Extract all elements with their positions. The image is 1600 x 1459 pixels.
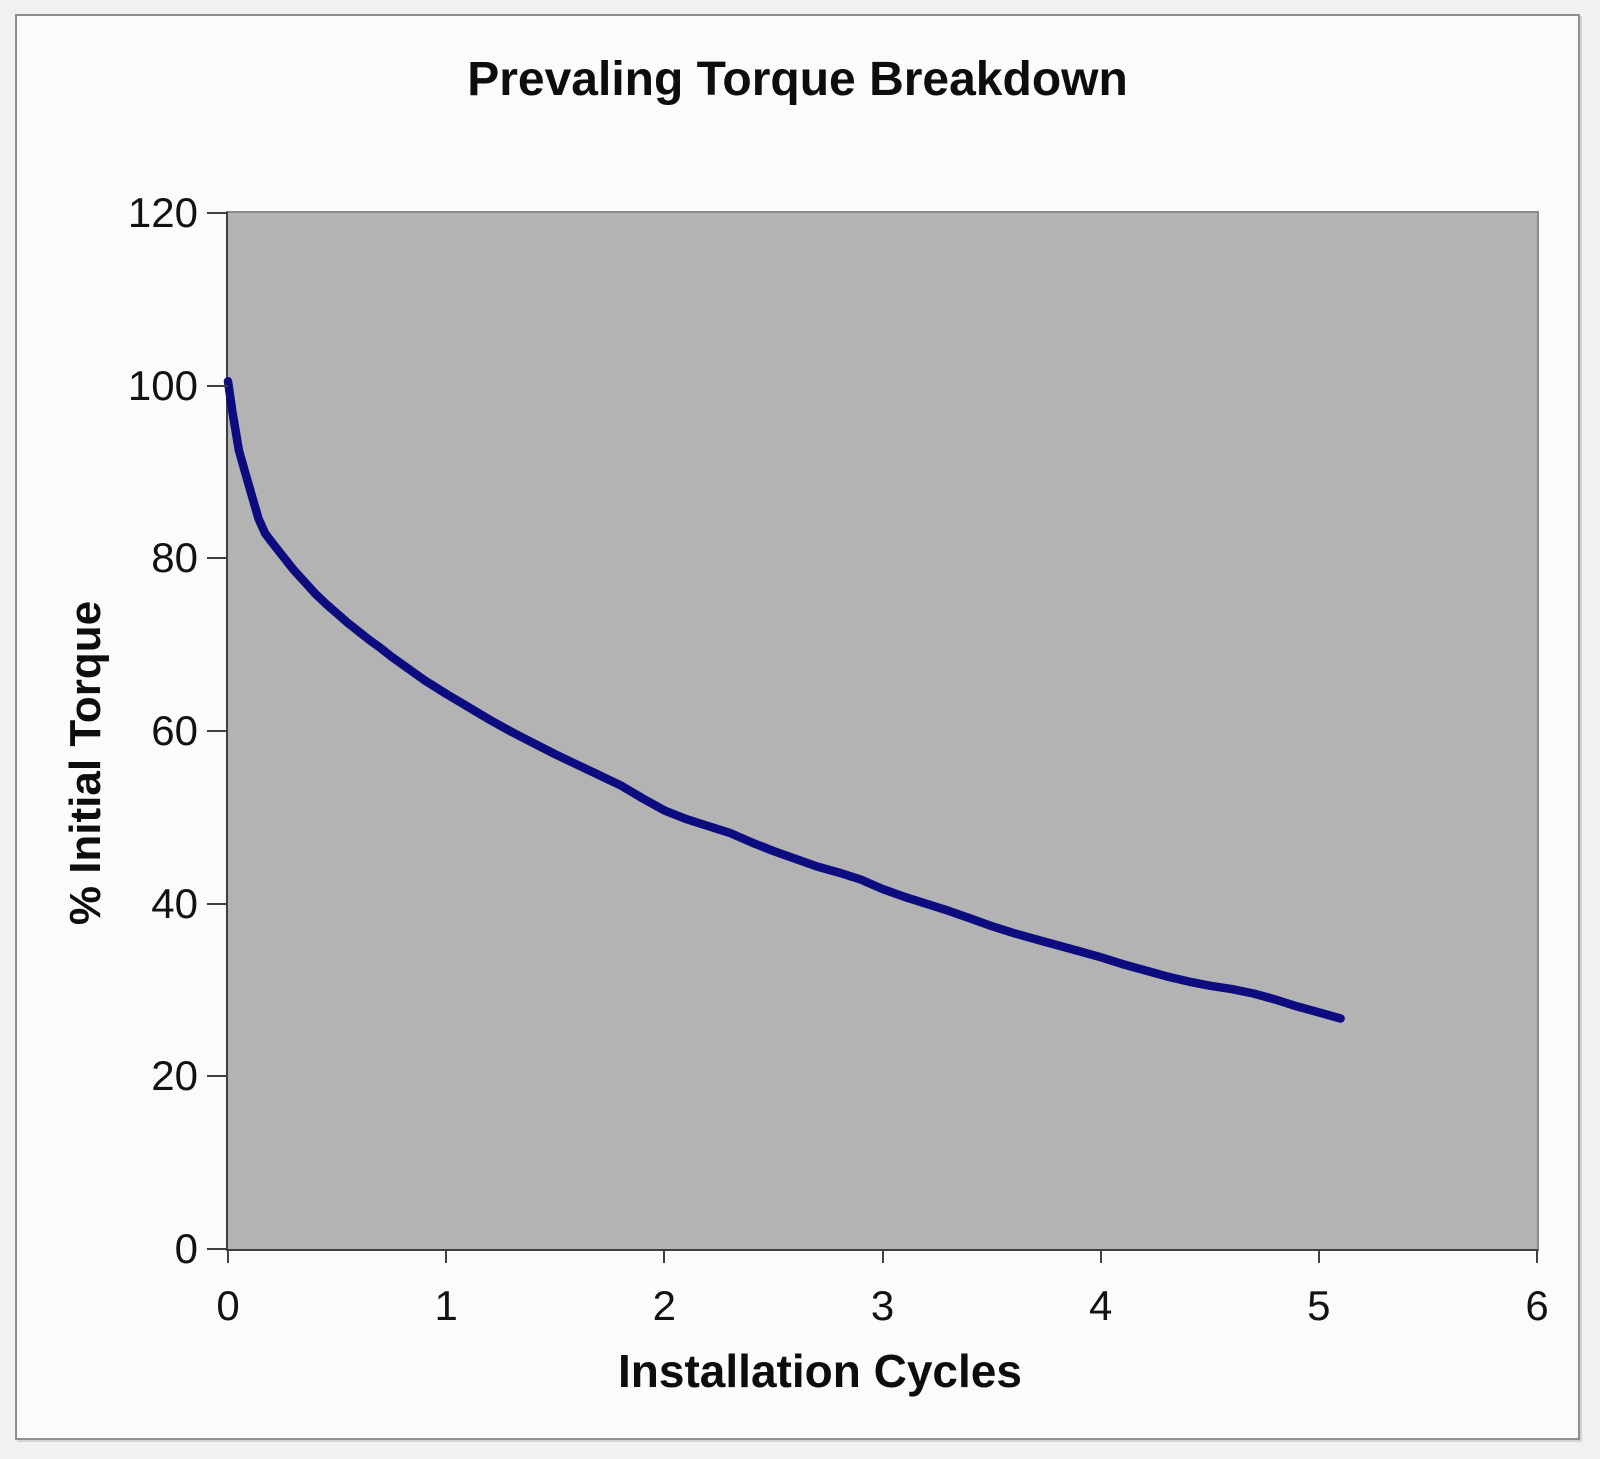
y-tick-mark: [207, 902, 228, 905]
y-tick-mark: [207, 212, 228, 214]
x-tick-label: 2: [652, 1282, 676, 1329]
y-tick-label: 20: [151, 1052, 198, 1100]
x-axis-title: Installation Cycles: [618, 1345, 1022, 1397]
y-tick-label: 60: [151, 707, 198, 754]
x-tick-label: 3: [870, 1282, 895, 1329]
x-tick-label: 5: [1307, 1282, 1331, 1329]
x-tick-label: 1: [434, 1282, 458, 1329]
x-tick-mark: [1536, 1249, 1538, 1263]
plot-area: [226, 211, 1539, 1251]
plot-svg: [223, 377, 1345, 1023]
x-tick-label: 6: [1525, 1282, 1549, 1329]
x-tick-mark: [663, 1249, 666, 1263]
y-tick-label: 0: [174, 1225, 198, 1272]
x-tick-mark: [445, 1249, 448, 1263]
x-tick-label: 0: [216, 1282, 240, 1329]
x-tick-mark: [1317, 1249, 1320, 1263]
y-tick-mark: [207, 730, 228, 732]
x-tick-mark: [1099, 1249, 1102, 1263]
y-tick-label: 100: [127, 361, 198, 409]
y-tick-label: 120: [127, 189, 198, 236]
y-tick-label: 80: [151, 534, 198, 582]
y-axis-title: % Initial Torque: [61, 600, 110, 926]
y-tick-mark: [207, 1075, 228, 1078]
x-tick-mark: [881, 1249, 884, 1263]
y-tick-label: 40: [151, 879, 198, 927]
chart-title: Prevaling Torque Breakdown: [467, 53, 1128, 106]
series-line-torque-curve: [223, 377, 1345, 1023]
x-tick-mark: [227, 1249, 229, 1263]
y-tick-mark: [207, 384, 228, 387]
y-tick-mark: [207, 1248, 228, 1250]
y-tick-mark: [207, 557, 228, 560]
x-tick-label: 4: [1088, 1282, 1113, 1329]
